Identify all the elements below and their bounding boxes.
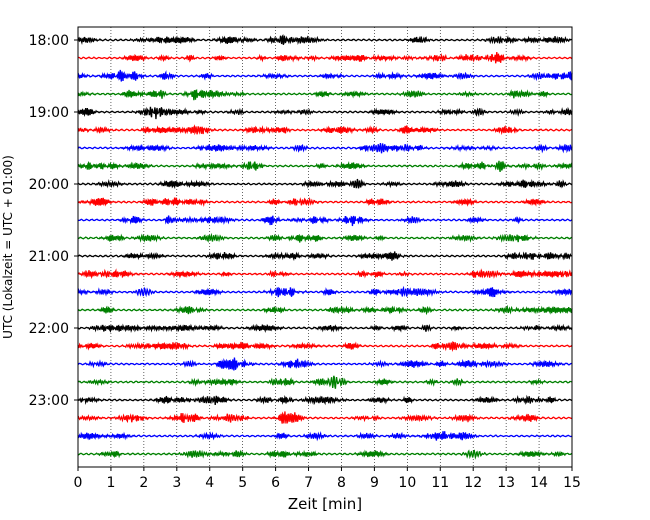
x-tick-label: 1 xyxy=(106,475,115,491)
x-tick-label: 11 xyxy=(431,475,449,491)
x-tick-label: 15 xyxy=(563,475,581,491)
x-tick-label: 8 xyxy=(337,475,346,491)
trace-2100 xyxy=(77,251,573,262)
trace-2200 xyxy=(77,323,573,333)
x-tick-label: 3 xyxy=(172,475,181,491)
trace-1800 xyxy=(77,33,573,46)
plot-frame xyxy=(77,26,573,468)
trace-1930 xyxy=(77,142,573,154)
y-tick-label: 21:00 xyxy=(29,249,69,265)
trace-2045 xyxy=(78,232,573,243)
trace-2115 xyxy=(77,268,573,280)
grid-lines xyxy=(110,27,540,467)
trace-2000 xyxy=(77,178,573,190)
trace-1945 xyxy=(77,160,573,173)
trace-2230 xyxy=(77,357,573,371)
trace-1900 xyxy=(77,106,573,120)
x-tick-label: 2 xyxy=(139,475,148,491)
y-tick-label: 20:00 xyxy=(29,177,69,193)
y-tick-label: 23:00 xyxy=(29,393,69,409)
trace-2030 xyxy=(77,215,573,227)
x-tick-label: 7 xyxy=(304,475,313,491)
x-tick-label: 14 xyxy=(530,475,548,491)
trace-2130 xyxy=(77,285,573,298)
trace-2345 xyxy=(77,449,573,460)
y-axis-ticks: 18:00 19:00 20:00 21:00 22:00 23:00 xyxy=(29,33,78,409)
y-tick-label: 18:00 xyxy=(29,33,69,49)
y-tick-label: 22:00 xyxy=(29,321,69,337)
x-tick-label: 13 xyxy=(497,475,515,491)
x-tick-label: 0 xyxy=(74,475,83,491)
x-tick-label: 5 xyxy=(238,475,247,491)
trace-2215 xyxy=(77,341,573,353)
trace-1830 xyxy=(77,69,573,82)
x-tick-label: 10 xyxy=(398,475,416,491)
y-axis-label: UTC (Lokalzeit = UTC + 01:00) xyxy=(1,155,15,339)
x-axis-ticks: 0 1 2 3 4 5 6 7 8 9 10 11 12 13 14 15 xyxy=(74,467,581,491)
trace-2300 xyxy=(77,394,573,406)
trace-2145 xyxy=(77,304,573,316)
trace-1815 xyxy=(77,51,573,64)
trace-1915 xyxy=(77,124,573,136)
trace-2330 xyxy=(77,431,573,442)
x-tick-label: 6 xyxy=(271,475,280,491)
x-tick-label: 9 xyxy=(370,475,379,491)
x-tick-label: 4 xyxy=(205,475,214,491)
trace-2245 xyxy=(77,375,573,389)
seismic-traces xyxy=(77,33,573,460)
trace-1845 xyxy=(77,88,573,101)
x-axis-label: Zeit [min] xyxy=(288,495,362,513)
trace-2315 xyxy=(77,411,573,425)
x-tick-label: 12 xyxy=(464,475,482,491)
y-tick-label: 19:00 xyxy=(29,105,69,121)
trace-2015 xyxy=(77,196,573,207)
